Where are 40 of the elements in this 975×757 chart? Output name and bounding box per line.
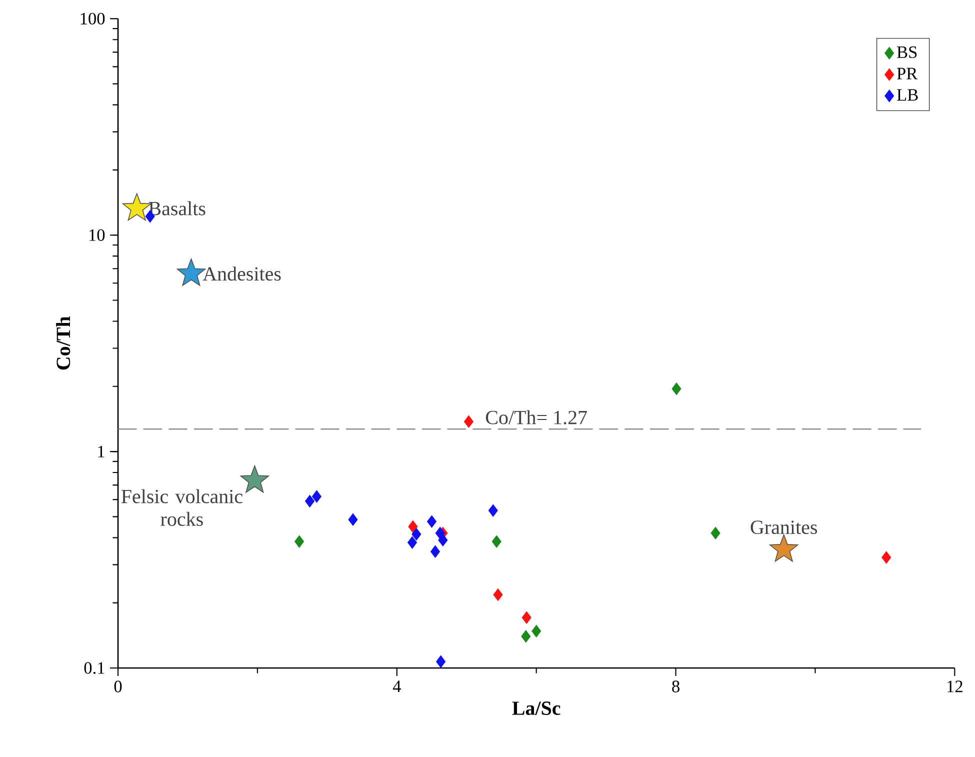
- point: [464, 415, 474, 428]
- legend-label: LB: [896, 89, 918, 101]
- point: [672, 382, 682, 396]
- point: [710, 526, 720, 540]
- point: [426, 515, 437, 528]
- point: [407, 536, 418, 549]
- point: [522, 611, 532, 624]
- point: [294, 535, 304, 548]
- point: [430, 545, 440, 558]
- y-axis-title: Co/Th: [56, 316, 70, 370]
- point: [492, 535, 502, 548]
- point: [348, 513, 358, 526]
- legend-label: BS: [896, 46, 917, 58]
- point: [493, 588, 503, 602]
- series-label: Granites: [750, 520, 817, 534]
- legend-label: PR: [896, 68, 918, 80]
- point: [304, 494, 315, 508]
- series-label: Felsic volcanic rocks: [121, 489, 242, 526]
- point: [312, 490, 322, 503]
- x-tick-label: 4: [392, 680, 401, 692]
- point: [770, 534, 798, 562]
- point: [882, 551, 892, 564]
- point: [438, 534, 448, 546]
- x-axis-title: La/Sc: [512, 702, 560, 715]
- series-label: Basalts: [148, 201, 206, 216]
- y-tick-label: 10: [89, 229, 105, 241]
- point: [408, 520, 418, 533]
- x-tick-label: 8: [672, 680, 680, 692]
- point: [488, 504, 498, 517]
- x-tick-label: 0: [114, 680, 122, 692]
- y-tick-label: 0.1: [84, 662, 104, 674]
- point: [436, 655, 446, 668]
- y-tick-label: 100: [80, 12, 105, 25]
- point: [521, 630, 531, 643]
- x-tick-label: 12: [948, 680, 962, 692]
- series-label: Andesites: [202, 266, 281, 281]
- ref-line-label: Co/Th= 1.27: [486, 410, 587, 424]
- point: [532, 624, 542, 638]
- point: [412, 528, 422, 540]
- y-tick-label: 1: [98, 446, 104, 458]
